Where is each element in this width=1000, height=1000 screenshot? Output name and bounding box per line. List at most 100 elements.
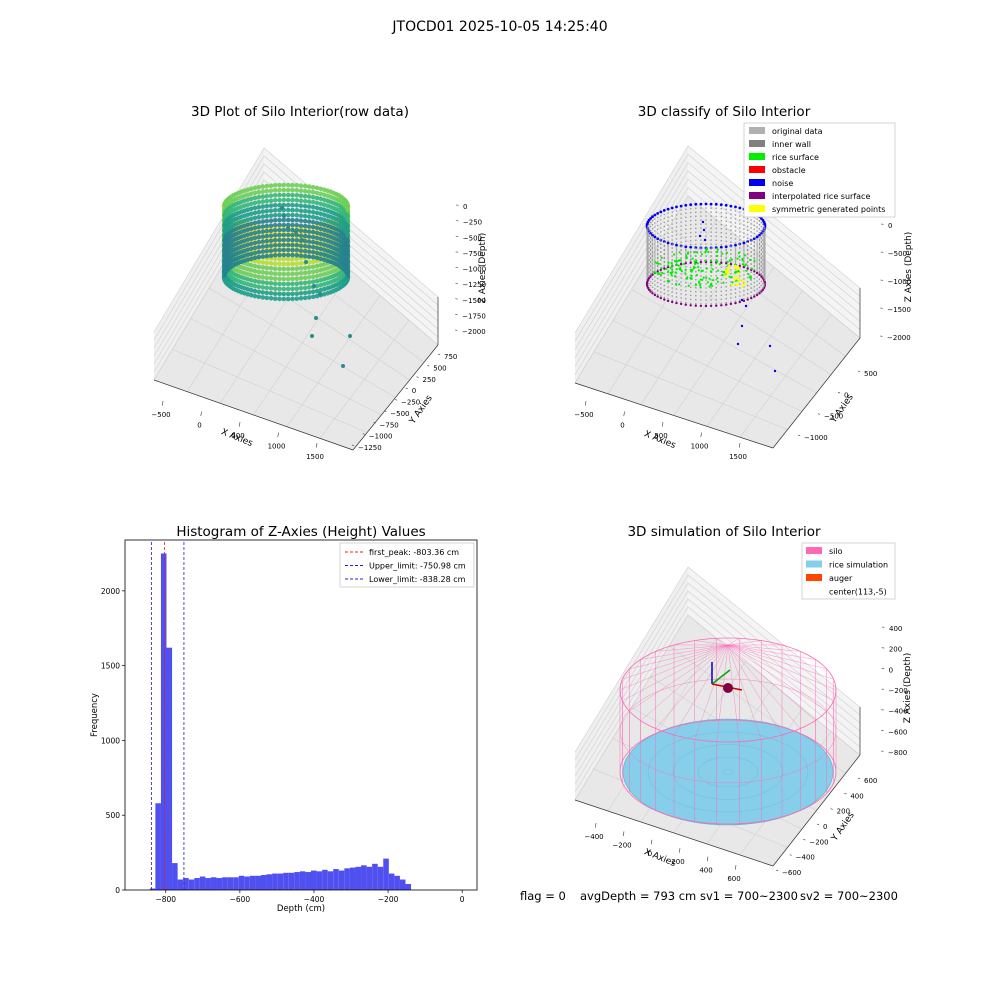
point (298, 261, 304, 266)
inner-wall-point (671, 291, 673, 293)
inner-wall-point (758, 267, 761, 270)
grid-line (574, 582, 861, 769)
interp-point (653, 293, 657, 297)
inner-wall-point (720, 243, 723, 246)
inner-wall-point (764, 279, 766, 281)
histogram-bar (316, 871, 323, 890)
inner-wall-point (695, 298, 697, 301)
point (256, 194, 262, 200)
inner-wall-point (705, 287, 707, 289)
inner-wall-point (746, 233, 749, 236)
inner-wall-point (720, 282, 723, 285)
inner-wall-point (651, 290, 654, 293)
inner-wall-point (725, 249, 727, 252)
point (268, 266, 274, 271)
inner-wall-point (685, 297, 687, 300)
point (290, 217, 295, 223)
inner-wall-point (762, 263, 764, 266)
y-tick-label: −250 (401, 399, 420, 407)
inner-wall-point (705, 255, 707, 257)
inner-wall-point (646, 267, 648, 269)
rice-surface-point (749, 275, 752, 278)
grid-line (153, 163, 439, 349)
inner-wall-point (725, 253, 727, 256)
inner-wall-point (734, 288, 737, 290)
inner-wall-point (710, 279, 712, 281)
inner-wall-point (667, 244, 669, 246)
y-axis-line (772, 337, 861, 449)
inner-wall-point (667, 236, 669, 238)
point (314, 195, 320, 201)
rice-surface-point (684, 268, 687, 271)
inner-wall-point (675, 210, 678, 212)
inner-wall-point (710, 243, 712, 245)
inner-wall-point (760, 288, 763, 291)
interp-point (709, 304, 713, 308)
inner-wall-point (763, 261, 765, 264)
inner-wall-point (720, 227, 723, 230)
point (298, 286, 304, 291)
point (245, 242, 251, 247)
y-tick-label: −1000 (804, 434, 828, 442)
point (252, 278, 258, 284)
point (249, 186, 254, 192)
inner-wall-point (720, 223, 723, 226)
inner-wall-point (660, 271, 662, 273)
panel-classify-title: 3D classify of Silo Interior (638, 104, 811, 120)
point (285, 242, 291, 248)
point (268, 193, 274, 198)
inner-wall-point (667, 298, 669, 300)
point (345, 238, 351, 243)
interp-point (758, 292, 761, 295)
inner-wall-point (656, 245, 659, 248)
inner-wall-point (750, 295, 752, 297)
rice-surface-point (673, 275, 677, 278)
inner-wall-point (753, 228, 756, 231)
symmetric-point (736, 267, 740, 271)
inner-wall-point (689, 294, 692, 297)
inner-wall-point (750, 283, 752, 285)
inner-wall-point (695, 270, 697, 273)
inner-wall-point (671, 295, 673, 297)
inner-wall-point (680, 249, 682, 251)
x-tick-label: −400 (584, 833, 603, 841)
interp-point (750, 296, 753, 300)
point (260, 285, 266, 290)
inner-wall-point (734, 256, 737, 258)
point (302, 290, 308, 296)
point (310, 209, 316, 215)
inner-wall-point (746, 276, 749, 279)
point (281, 247, 287, 253)
legend-swatch (806, 560, 822, 568)
inner-wall-point (663, 261, 666, 264)
point (249, 272, 254, 278)
y-tick-mark (844, 793, 847, 795)
inner-wall-point (649, 249, 652, 252)
point (306, 249, 312, 254)
inner-wall-point (739, 263, 741, 265)
grid-line (574, 187, 861, 375)
point (321, 262, 327, 267)
inner-wall-point (663, 213, 666, 216)
inner-wall-point (689, 211, 692, 214)
inner-wall-point (656, 264, 659, 267)
inner-wall-point (675, 230, 678, 232)
inner-wall-point (715, 270, 717, 273)
inner-wall-point (734, 258, 737, 260)
inner-wall-point (680, 229, 682, 231)
point (260, 194, 266, 199)
inner-wall-point (671, 283, 673, 285)
point (249, 246, 254, 252)
silo-simulation (619, 637, 837, 826)
inner-wall-point (680, 257, 682, 259)
histogram-bar (399, 879, 406, 890)
interp-point (760, 290, 763, 293)
inner-wall-point (695, 247, 697, 250)
inner-wall-point (675, 238, 678, 240)
x-tick-label: 200 (671, 858, 684, 866)
x-axis-label-simulation: X Axies (642, 847, 677, 869)
inner-wall-point (730, 241, 732, 243)
histogram-bar (405, 884, 412, 890)
